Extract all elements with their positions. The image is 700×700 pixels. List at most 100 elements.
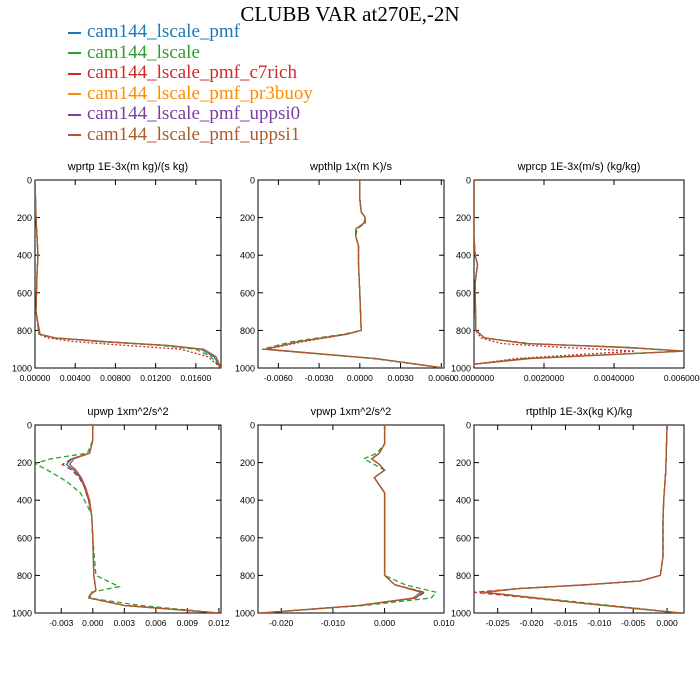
plot-frame bbox=[473, 179, 685, 369]
y-tick-label: 1000 bbox=[12, 609, 32, 619]
y-tick-label: 400 bbox=[17, 496, 32, 506]
y-tick-label: 0 bbox=[250, 421, 255, 431]
chart-panel: wprcp 1E-3x(m/s) (kg/kg) 0 200 400 600 800 100… bbox=[451, 161, 700, 383]
x-tick-label: 0.01200 bbox=[140, 373, 171, 383]
panel-title: wprtp 1E-3x(m kg)/(s kg) bbox=[67, 161, 188, 173]
panel-title: wprcp 1E-3x(m/s) (kg/kg) bbox=[517, 161, 641, 173]
x-tick-label: -0.010 bbox=[321, 618, 345, 628]
chart-panel: vpwp 1xm^2/s^2 0 200 400 600 800 1000 -0.020 -0.… bbox=[235, 406, 455, 628]
y-tick-label: 0 bbox=[27, 421, 32, 431]
y-tick-label: 600 bbox=[456, 533, 471, 543]
legend-label: cam144_lscale_pmf_uppsi0 bbox=[87, 103, 301, 124]
series-line bbox=[484, 425, 681, 613]
legend-swatch bbox=[68, 52, 81, 55]
x-tick-label: -0.0060 bbox=[264, 373, 293, 383]
y-tick-label: 1000 bbox=[12, 364, 32, 374]
x-tick-label: -0.025 bbox=[486, 618, 510, 628]
y-tick-label: 200 bbox=[240, 213, 255, 223]
y-tick-label: 0 bbox=[466, 176, 471, 186]
x-tick-label: 0.0040000 bbox=[594, 373, 634, 383]
legend-item: cam144_lscale_pmf bbox=[68, 21, 313, 43]
chart-panel: wpthlp 1x(m K)/s 0 200 400 600 800 1000 -0.0060… bbox=[235, 161, 455, 383]
x-tick-label: 0.010 bbox=[433, 618, 455, 628]
series-line bbox=[474, 180, 684, 365]
x-tick-label: 0.0000 bbox=[347, 373, 373, 383]
panel-title: upwp 1xm^2/s^2 bbox=[87, 406, 168, 418]
plot-frame bbox=[257, 179, 445, 369]
x-tick-label: 0.00800 bbox=[100, 373, 131, 383]
series-line bbox=[264, 180, 444, 368]
y-tick-label: 1000 bbox=[451, 364, 471, 374]
chart-panel: upwp 1xm^2/s^2 0 200 400 600 800 1000 -0.003 0.0… bbox=[12, 406, 230, 628]
x-tick-label: 0.0060 bbox=[428, 373, 454, 383]
x-tick-label: 0.0060000 bbox=[664, 373, 700, 383]
chart-panel: rtpthlp 1E-3x(kg K)/kg 0 200 400 600 800 1000 -… bbox=[451, 406, 685, 628]
y-tick-label: 800 bbox=[240, 326, 255, 336]
x-tick-label: 0.0020000 bbox=[524, 373, 564, 383]
x-tick-label: -0.005 bbox=[621, 618, 645, 628]
y-tick-label: 0 bbox=[466, 421, 471, 431]
legend-item: cam144_lscale_pmf_uppsi1 bbox=[68, 123, 313, 146]
x-tick-label: 0.00400 bbox=[60, 373, 91, 383]
y-tick-label: 400 bbox=[456, 496, 471, 506]
y-tick-label: 1000 bbox=[451, 609, 471, 619]
y-tick-label: 600 bbox=[240, 533, 255, 543]
series-line bbox=[35, 180, 221, 368]
series-line bbox=[35, 180, 221, 368]
y-tick-label: 400 bbox=[17, 251, 32, 261]
y-tick-label: 1000 bbox=[235, 364, 255, 374]
series-line bbox=[260, 425, 423, 613]
legend-item: cam144_lscale bbox=[68, 41, 313, 64]
legend-swatch bbox=[68, 72, 81, 75]
legend-swatch bbox=[68, 93, 81, 96]
x-tick-label: -0.015 bbox=[553, 618, 577, 628]
x-tick-label: 0.01600 bbox=[180, 373, 211, 383]
x-tick-label: 0.00000 bbox=[20, 373, 51, 383]
x-tick-label: -0.020 bbox=[520, 618, 544, 628]
y-tick-label: 200 bbox=[456, 458, 471, 468]
legend-swatch bbox=[68, 134, 81, 137]
y-tick-label: 600 bbox=[456, 288, 471, 298]
legend-swatch bbox=[68, 113, 81, 116]
x-tick-label: 0.009 bbox=[177, 618, 199, 628]
y-tick-label: 600 bbox=[240, 288, 255, 298]
plot-frame bbox=[257, 424, 445, 614]
y-tick-label: 200 bbox=[240, 458, 255, 468]
y-tick-label: 200 bbox=[17, 213, 32, 223]
y-tick-label: 400 bbox=[240, 496, 255, 506]
x-tick-label: -0.003 bbox=[49, 618, 73, 628]
x-tick-label: 0.012 bbox=[208, 618, 230, 628]
y-tick-label: 200 bbox=[17, 458, 32, 468]
legend-label: cam144_lscale_pmf bbox=[87, 21, 241, 42]
x-tick-label: 0.000 bbox=[374, 618, 396, 628]
legend-swatch bbox=[68, 31, 81, 34]
legend-label: cam144_lscale_pmf_pr3buoy bbox=[87, 82, 313, 104]
series-line bbox=[35, 180, 221, 368]
y-tick-label: 0 bbox=[250, 176, 255, 186]
series-line bbox=[474, 180, 684, 365]
legend-label: cam144_lscale_pmf_uppsi1 bbox=[87, 123, 301, 145]
legend-label: cam144_lscale bbox=[87, 41, 200, 63]
x-tick-label: 0.0030 bbox=[388, 373, 414, 383]
y-tick-label: 200 bbox=[456, 213, 471, 223]
y-tick-label: 800 bbox=[17, 571, 32, 581]
x-tick-label: 0.0000000 bbox=[454, 373, 494, 383]
legend-item: cam144_lscale_pmf_pr3buoy bbox=[68, 82, 313, 105]
series-line bbox=[261, 180, 444, 368]
plot-frame bbox=[473, 424, 685, 614]
plot-frame bbox=[34, 424, 222, 614]
series-line bbox=[260, 425, 438, 613]
panel-title: vpwp 1xm^2/s^2 bbox=[311, 406, 392, 418]
plot-frame bbox=[34, 179, 222, 369]
y-tick-label: 600 bbox=[17, 288, 32, 298]
panel-title: rtpthlp 1E-3x(kg K)/kg bbox=[526, 406, 632, 418]
y-tick-label: 800 bbox=[456, 571, 471, 581]
series-line bbox=[260, 425, 427, 613]
series-line bbox=[264, 180, 444, 368]
y-tick-label: 400 bbox=[456, 251, 471, 261]
x-tick-label: -0.020 bbox=[269, 618, 293, 628]
figure-title: CLUBB VAR at270E,-2N bbox=[240, 2, 460, 26]
series-line bbox=[61, 425, 219, 613]
x-tick-label: -0.0030 bbox=[305, 373, 334, 383]
